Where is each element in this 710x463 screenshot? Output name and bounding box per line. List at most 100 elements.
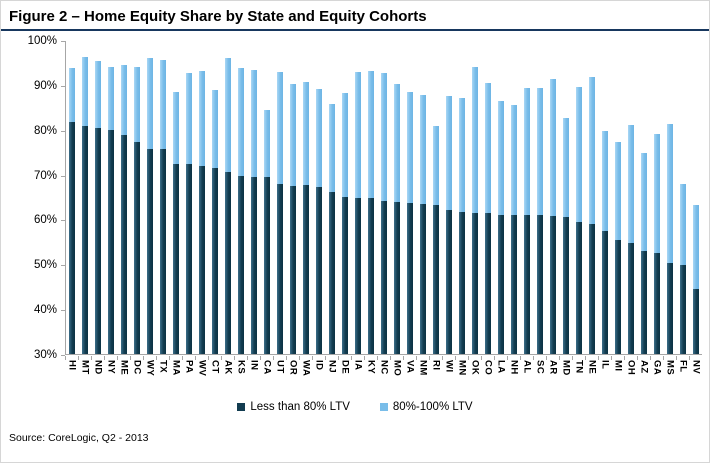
bar-segment-80-100-ltv: [108, 66, 115, 131]
bar-segment-less-than-80-ltv: [147, 148, 154, 354]
bar-stack-md: [559, 41, 572, 354]
x-label-la: LA: [495, 360, 507, 374]
bar-segment-80-100-ltv: [355, 71, 362, 199]
y-tick: [61, 310, 65, 312]
bar-stack-mn: [456, 41, 469, 354]
bar-segment-less-than-80-ltv: [588, 224, 595, 354]
x-label-slot: VA: [403, 360, 416, 376]
x-label-az: AZ: [638, 360, 650, 374]
bar-segment-less-than-80-ltv: [264, 177, 271, 354]
bar-stack-il: [598, 41, 611, 354]
x-label-or: OR: [287, 360, 299, 376]
y-label-50: 50%: [33, 259, 57, 272]
x-label-slot: MA: [169, 360, 182, 376]
bar-stack-nc: [378, 41, 391, 354]
y-tick: [61, 265, 65, 267]
x-label-slot: NH: [507, 360, 520, 376]
x-label-slot: IN: [247, 360, 260, 376]
title-rule: [1, 29, 709, 31]
x-label-nd: ND: [92, 360, 104, 375]
bar-segment-80-100-ltv: [368, 70, 375, 199]
bar-segment-80-100-ltv: [95, 60, 102, 128]
bar-segment-less-than-80-ltv: [108, 130, 115, 354]
x-label-slot: OK: [468, 360, 481, 376]
x-label-slot: ME: [117, 360, 130, 376]
bar-stack-ca: [261, 41, 274, 354]
bar-segment-less-than-80-ltv: [575, 221, 582, 354]
y-label-60: 60%: [33, 214, 57, 227]
bar-segment-less-than-80-ltv: [381, 201, 388, 354]
y-label-70: 70%: [33, 169, 57, 182]
bar-segment-80-100-ltv: [420, 94, 427, 205]
bar-stack-wy: [144, 41, 157, 354]
bar-segment-less-than-80-ltv: [368, 198, 375, 354]
x-label-va: VA: [404, 360, 416, 374]
bar-segment-less-than-80-ltv: [238, 176, 245, 354]
bar-stack-pa: [183, 41, 196, 354]
bar-stack-ct: [209, 41, 222, 354]
bar-stack-hi: [66, 41, 79, 354]
x-label-me: ME: [118, 360, 130, 376]
x-label-ut: UT: [274, 360, 286, 374]
legend-label-less-than-80-ltv: Less than 80% LTV: [250, 401, 350, 413]
x-label-fl: FL: [677, 360, 689, 373]
bar-segment-less-than-80-ltv: [316, 186, 323, 354]
bar-stack-fl: [676, 41, 689, 354]
bar-segment-less-than-80-ltv: [355, 198, 362, 354]
bar-stack-ak: [222, 41, 235, 354]
x-label-slot: NC: [377, 360, 390, 376]
bar-segment-80-100-ltv: [277, 72, 284, 185]
bar-segment-less-than-80-ltv: [666, 262, 673, 354]
bar-segment-80-100-ltv: [692, 205, 699, 289]
bar-stack-mt: [79, 41, 92, 354]
chart: HI MT ND NY ME DC WY TX MA PA WV CT AK KS IN CA UT OR WA ID…: [1, 31, 709, 389]
bar-segment-80-100-ltv: [666, 124, 673, 263]
bar-segment-80-100-ltv: [160, 59, 167, 149]
bar-stack-nd: [92, 41, 105, 354]
x-label-ga: GA: [651, 360, 663, 376]
bar-segment-less-than-80-ltv: [472, 213, 478, 354]
bar-segment-80-100-ltv: [575, 87, 582, 222]
bar-stack-ga: [650, 41, 663, 354]
x-label-co: CO: [482, 360, 494, 376]
bar-segment-80-100-ltv: [394, 83, 401, 202]
x-label-slot: CA: [260, 360, 273, 376]
x-label-ca: CA: [261, 360, 273, 375]
x-label-slot: DC: [130, 360, 143, 376]
bar-segment-less-than-80-ltv: [640, 250, 647, 354]
bar-stack-nh: [507, 41, 520, 354]
bar-stack-co: [482, 41, 495, 354]
bar-segment-80-100-ltv: [251, 69, 258, 178]
x-label-slot: WY: [143, 360, 156, 376]
bar-segment-less-than-80-ltv: [497, 214, 504, 354]
x-label-slot: AK: [221, 360, 234, 376]
x-label-il: IL: [599, 360, 611, 370]
x-label-slot: IA: [351, 360, 364, 376]
bar-segment-less-than-80-ltv: [484, 212, 491, 354]
bar-segment-80-100-ltv: [497, 101, 504, 215]
bar-segment-less-than-80-ltv: [394, 201, 401, 354]
x-label-slot: LA: [494, 360, 507, 376]
x-label-mi: MI: [612, 360, 624, 372]
bar-stack-in: [248, 41, 261, 354]
bar-segment-80-100-ltv: [303, 82, 310, 186]
bar-segment-80-100-ltv: [407, 92, 414, 203]
bar-stack-tn: [572, 41, 585, 354]
bar-stack-tx: [157, 41, 170, 354]
bar-stack-ne: [585, 41, 598, 354]
x-label-slot: MS: [663, 360, 676, 376]
plot-area: [65, 41, 702, 355]
x-label-dc: DC: [131, 360, 143, 375]
bars: [66, 41, 702, 354]
y-tick: [61, 41, 65, 42]
bar-stack-sc: [533, 41, 546, 354]
bar-stack-dc: [131, 41, 144, 354]
x-label-slot: NJ: [325, 360, 338, 376]
x-label-hi: HI: [66, 360, 78, 371]
x-label-md: MD: [560, 360, 572, 376]
bar-stack-ri: [430, 41, 443, 354]
x-label-slot: WV: [195, 360, 208, 376]
x-label-slot: CT: [208, 360, 221, 376]
x-labels: HI MT ND NY ME DC WY TX MA PA WV CT AK KS IN CA UT OR WA ID…: [65, 360, 702, 376]
bar-segment-80-100-ltv: [238, 68, 245, 177]
